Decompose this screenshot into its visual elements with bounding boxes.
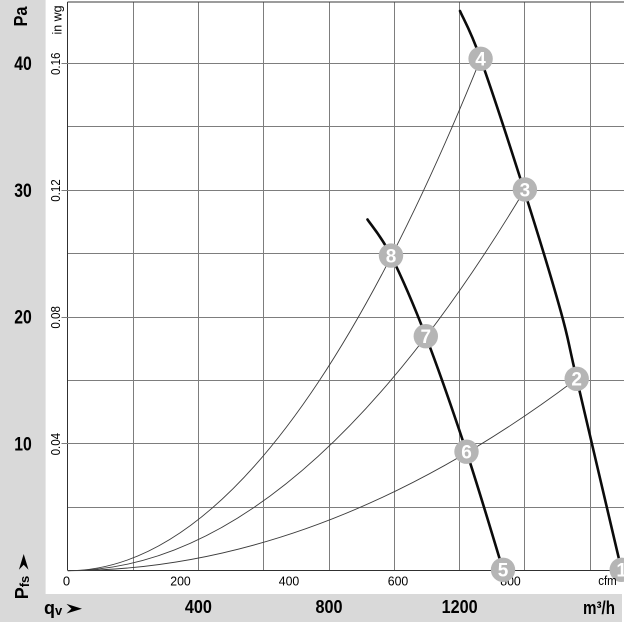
- svg-text:cfm: cfm: [598, 573, 617, 588]
- svg-text:qv: qv: [44, 598, 63, 618]
- svg-text:1200: 1200: [442, 597, 478, 617]
- svg-text:200: 200: [170, 574, 191, 589]
- svg-text:0.16: 0.16: [49, 52, 63, 75]
- svg-text:400: 400: [185, 597, 212, 617]
- svg-text:40: 40: [14, 54, 32, 75]
- svg-text:m³/h: m³/h: [583, 598, 615, 618]
- svg-text:7: 7: [421, 327, 432, 348]
- svg-text:400: 400: [279, 574, 300, 589]
- svg-text:800: 800: [316, 597, 343, 617]
- svg-text:4: 4: [475, 50, 486, 71]
- svg-text:6: 6: [461, 443, 472, 464]
- svg-text:Pfs: Pfs: [12, 576, 32, 600]
- svg-text:8: 8: [386, 246, 397, 267]
- svg-text:0.04: 0.04: [49, 433, 63, 456]
- svg-text:0.12: 0.12: [49, 179, 63, 202]
- svg-text:2: 2: [571, 370, 582, 391]
- svg-text:20: 20: [14, 308, 32, 329]
- svg-text:3: 3: [520, 180, 531, 201]
- svg-text:30: 30: [14, 181, 32, 202]
- svg-text:0: 0: [63, 574, 70, 589]
- svg-text:in wg: in wg: [51, 5, 65, 34]
- svg-text:1: 1: [616, 561, 624, 582]
- svg-text:10: 10: [14, 435, 32, 456]
- svg-text:600: 600: [388, 574, 409, 589]
- svg-text:Pa: Pa: [11, 6, 31, 27]
- svg-text:5: 5: [498, 561, 509, 582]
- svg-text:0.08: 0.08: [49, 306, 63, 329]
